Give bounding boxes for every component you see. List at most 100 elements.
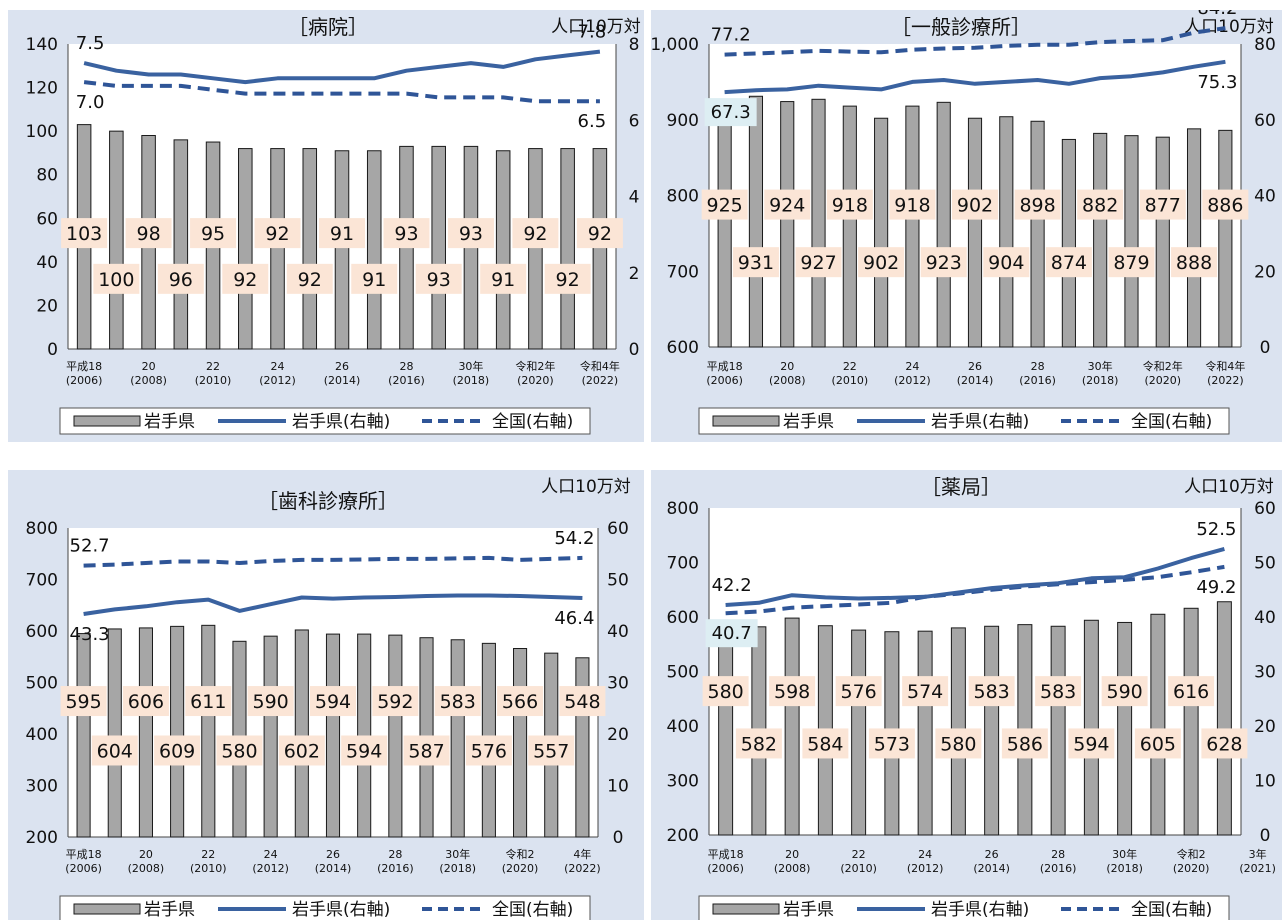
y-left-tick-label: 300 [667,772,699,792]
bar-value-label-bg [968,676,1015,707]
bar-value-label: 606 [128,691,164,713]
x-tick-label: 24 [905,360,919,373]
bar [366,150,382,350]
bar-value-label-bg [512,218,559,249]
bar [1183,607,1199,836]
bar-value-label-bg [122,686,169,717]
bar [294,629,309,838]
bar-value-label-bg [735,728,782,759]
chart-panel-pharmacy: ［薬局］ 人口10万対 200 300 400 500 600 700 800 0 10 20 30 40… [651,470,1282,920]
unit-label: 人口10万対 [1184,477,1274,497]
bar-value-label-bg [93,263,140,294]
x-tick-label: (2014) [324,374,361,387]
x-tick-label: (2010) [195,374,232,387]
bar-value-label: 91 [362,269,386,291]
x-tick-label: 30年 [445,847,470,861]
bar-value-label: 877 [1145,195,1181,217]
bar-value-label: 902 [863,252,899,274]
bar-value-label-bg [544,263,591,294]
y-right-tick-label: 80 [1254,35,1276,55]
bar-value-label: 103 [66,223,102,245]
bar [717,100,732,348]
x-tick-label: (2018) [1106,862,1143,875]
x-tick-label: (2021) [1239,862,1276,875]
line-value-label: 54.2 [554,528,594,549]
bar [76,633,91,838]
bar-value-label-bg [952,189,998,220]
x-tick-label: 令和2 [506,847,535,861]
bar-value-label-bg [983,247,1030,278]
y-left-tick-label: 500 [667,663,699,683]
bar-value-label: 93 [427,269,451,291]
x-tick-label: (2022) [582,374,619,387]
legend-swatch-bar [73,415,141,427]
bar-value-label: 92 [265,223,289,245]
y-left-tick-label: 400 [667,717,699,737]
chart-svg-pharmacy: ［薬局］ 人口10万対 200 300 400 500 600 700 800 0 10 20 30 40… [667,475,1276,920]
bar-value-label-bg [802,728,849,759]
series-line-national [724,26,1226,57]
bar-value-label-bg [1168,676,1215,707]
bar-value-label: 557 [533,740,569,762]
x-tick-label: 4年 [573,847,591,861]
bar [748,95,764,348]
line-value-label: 75.3 [1197,72,1237,93]
legend-swatch-bar [712,415,780,427]
x-tick-label: 平成18 [708,848,744,861]
bar-value-label-bg [60,686,107,717]
bar-value-label-bg [278,735,325,766]
x-tick-label: 20 [785,848,799,861]
line-value-label: 6.5 [578,111,607,132]
bar [842,105,857,348]
bar-value-label-bg [154,735,201,766]
bar-value-label: 604 [97,740,133,762]
x-tick-label: 令和4年 [580,359,620,373]
bar [811,98,826,348]
y-right-tick-label: 4 [629,188,640,208]
y-left-tick-label: 800 [667,187,699,207]
y-right-tick-label: 30 [607,674,629,694]
bar-value-label-bg [1139,189,1186,220]
x-tick-label: (2014) [315,862,352,875]
bar [325,633,341,838]
bar [575,657,590,838]
bar [1117,621,1133,836]
legend-label-bar: 岩手県 [144,412,195,432]
bar [851,629,867,836]
bar-value-label-bg [1068,728,1115,759]
y-right-tick-label: 50 [607,571,629,591]
bar-value-label: 590 [1106,681,1142,703]
x-tick-label: (2008) [774,862,811,875]
x-tick-label: 22 [206,360,220,373]
y-left-tick-label: 20 [36,296,58,316]
x-tick-label: 26 [985,848,999,861]
chart-panel-dental-clinic: ［歯科診療所］ 人口10万対 200 300 400 500 600 700 800 0 10 20 3… [8,470,644,920]
y-left-tick-label: 700 [667,554,699,574]
bar-value-label-bg [403,735,450,766]
bar [1050,625,1066,836]
bar [388,634,403,838]
chart-title: ［歯科診療所］ [258,489,398,513]
x-tick-label: 28 [399,360,413,373]
bar-value-label-bg [91,735,138,766]
bar-value-label-bg [372,686,419,717]
bar-value-label-bg [732,247,779,278]
legend: 岩手県 岩手県(右軸) 全国(右軸) [59,407,591,435]
bar-value-label: 616 [1173,681,1209,703]
x-tick-label: (2016) [388,374,425,387]
bar [450,639,465,838]
bar-value-label-bg [1201,728,1248,759]
bar-value-label-bg [764,189,811,220]
bar-value-label: 923 [926,252,962,274]
x-tick-label: 28 [1031,360,1045,373]
x-tick-label: (2022) [564,862,601,875]
bar [109,130,124,350]
bar [238,148,253,350]
bar-value-label-bg [434,686,481,717]
bar-value-label: 898 [1019,195,1055,217]
bar-value-label: 566 [502,691,538,713]
y-right-tick-label: 30 [1254,663,1276,683]
x-tick-label: (2012) [259,374,296,387]
bar-value-label-bg [795,247,842,278]
y-left-tick-label: 0 [47,340,58,360]
